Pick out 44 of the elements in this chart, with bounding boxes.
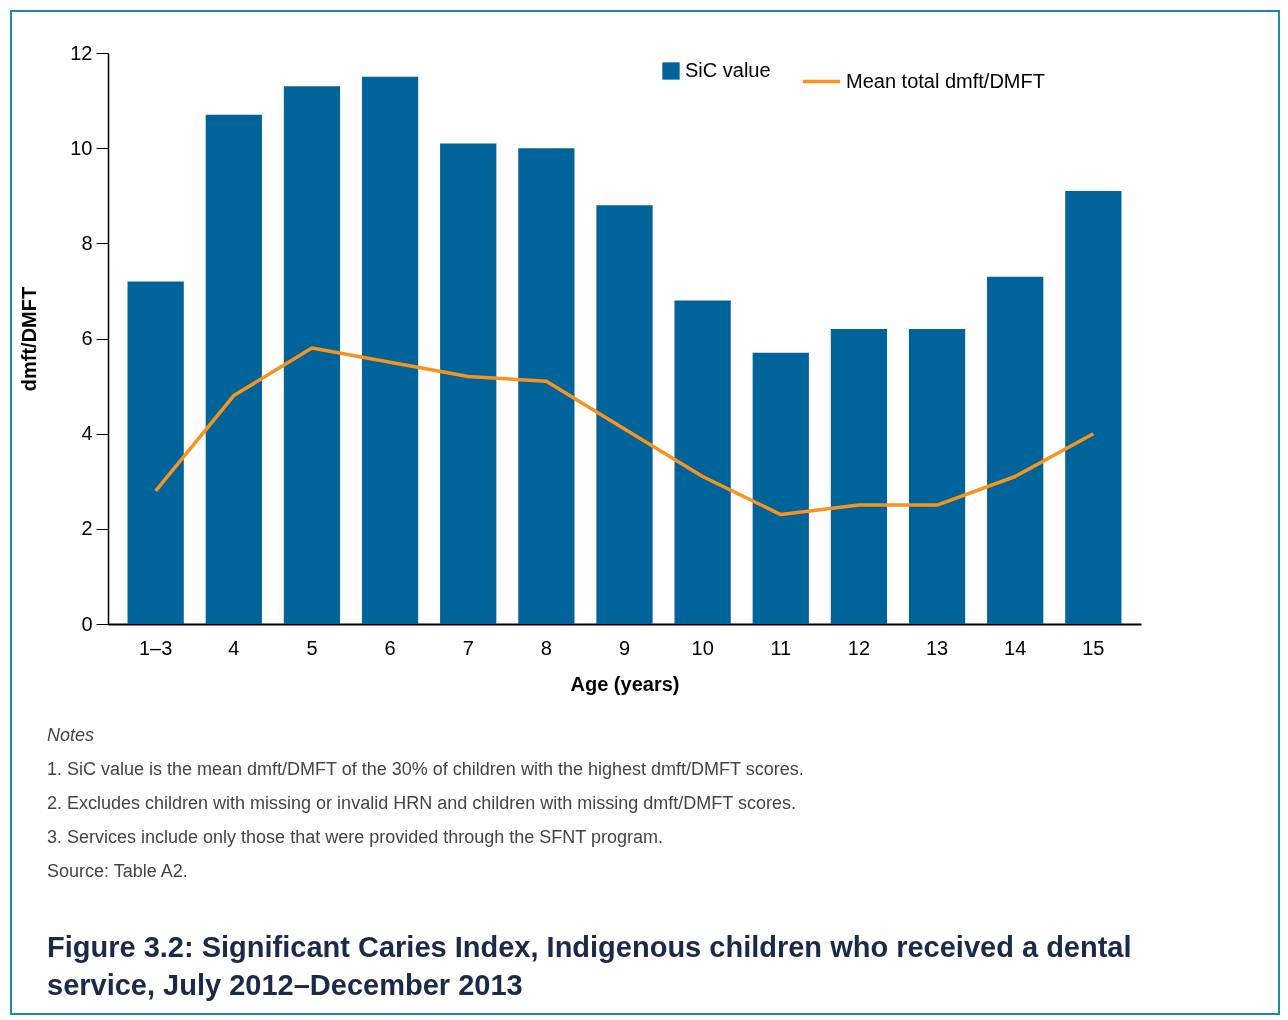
line-series: [153, 346, 1096, 517]
bar: [1065, 190, 1122, 624]
bar: [518, 148, 575, 624]
y-tick-label: 2: [81, 517, 93, 540]
bar: [596, 205, 653, 624]
text: Notes: [47, 725, 96, 746]
x-tick-label: 6: [384, 636, 396, 659]
x-tick-label: 15: [1082, 636, 1105, 659]
x-tick-label: 4: [228, 636, 240, 659]
legend-label: SiC value: [685, 59, 771, 81]
y-tick-label: 4: [81, 422, 93, 445]
bar: [361, 76, 419, 624]
x-tick-label: 14: [1004, 636, 1027, 659]
text: 3. Services include only those that were provided through the SFNT program.: [47, 827, 664, 848]
text: 2. Excludes children with missing or invalid HRN and children with missing dmft/DMFT scores.: [47, 793, 797, 814]
legend-label: Mean total dmft/DMFT: [846, 69, 1045, 92]
bar: [127, 281, 184, 624]
x-tick-label: 7: [462, 636, 474, 659]
x-tick-label: 10: [691, 636, 714, 659]
x-axis-title: Age (years): [570, 672, 680, 695]
x-tick-label: 1–3: [138, 636, 173, 659]
y-axis-title: dmft/DMFT: [18, 286, 41, 392]
x-tick-label: 13: [925, 636, 949, 659]
y-tick-label: 10: [70, 136, 93, 159]
bar: [674, 300, 731, 624]
bar: [752, 352, 809, 624]
bar: [908, 328, 966, 624]
x-tick-label: 9: [618, 636, 631, 659]
bar: [205, 114, 262, 624]
text: Figure 3.2: Significant Caries Index, Indigenous children who received a dental service, July 2012–December 2013: [47, 930, 1133, 1003]
x-tick-label: 5: [306, 636, 318, 659]
bar: [987, 276, 1044, 624]
y-tick-label: 6: [81, 327, 93, 349]
source-note: Source: Table A2.: [47, 861, 189, 882]
bar: [830, 328, 888, 624]
y-tick-label: 12: [70, 41, 93, 64]
text: 1. SiC value is the mean dmft/DMFT of the 30% of children with the highest dmft/DMFT scores.: [47, 759, 804, 780]
bar: [283, 86, 341, 624]
bar: [440, 143, 497, 624]
y-tick-label: 8: [81, 231, 93, 254]
x-tick-label: 11: [770, 636, 792, 659]
y-tick-label: 0: [81, 612, 93, 635]
x-tick-label: 12: [847, 636, 871, 659]
x-tick-label: 8: [540, 636, 552, 659]
